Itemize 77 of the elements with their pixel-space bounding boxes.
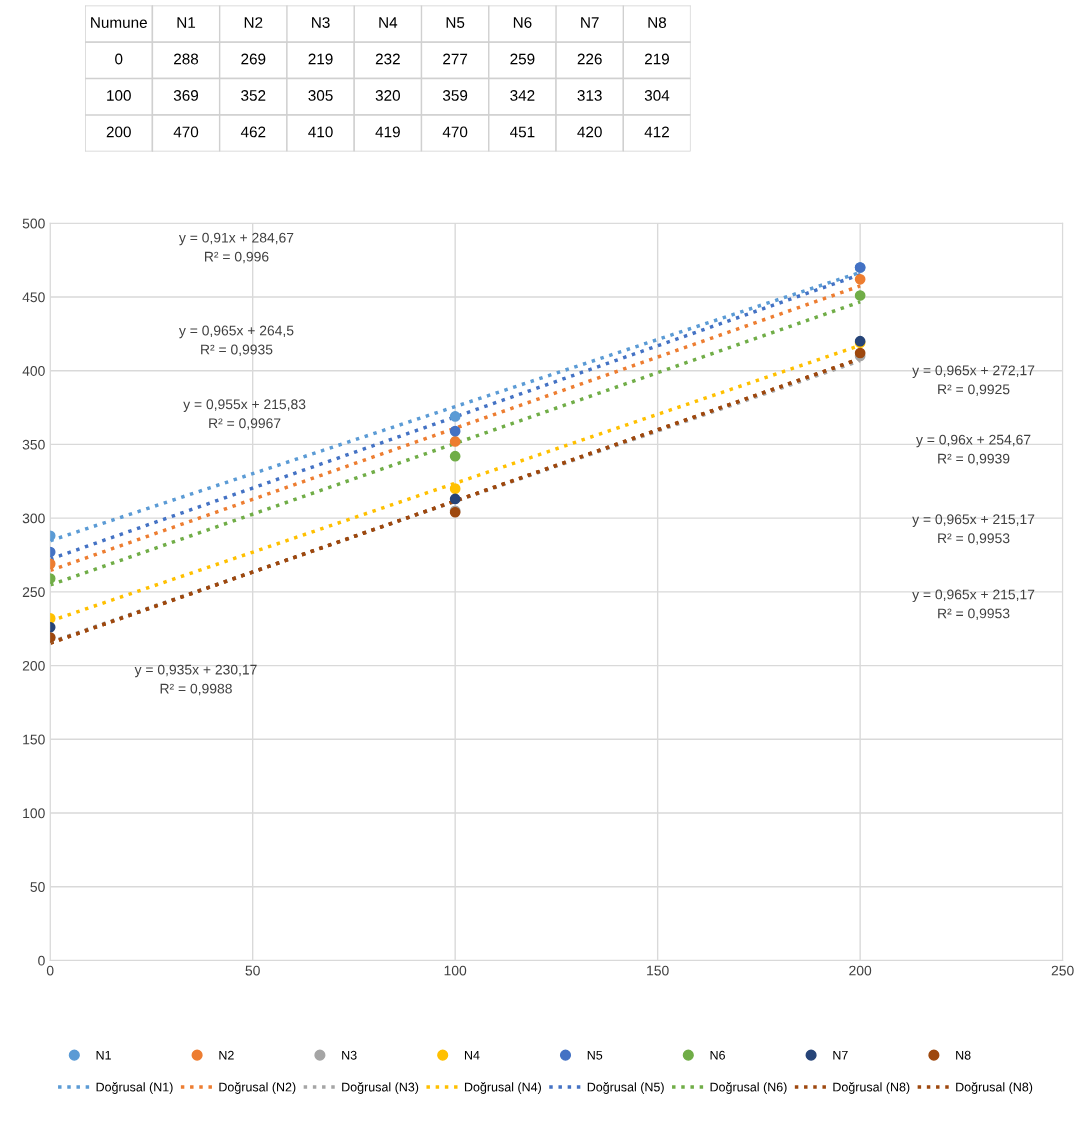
data-label: 359: [442, 90, 468, 101]
y-tick-label: 350: [22, 439, 45, 450]
data-label: 269: [241, 53, 266, 65]
x-tick-label: N8: [648, 17, 667, 28]
x-tick-label: 250: [1051, 965, 1074, 976]
data-label: 259: [510, 53, 535, 65]
x-tick-label: 100: [444, 965, 467, 976]
legend-label: Doğrusal (N1): [96, 1082, 173, 1094]
x-tick-label: N2: [244, 17, 263, 28]
data-label: 288: [174, 53, 199, 65]
y-tick-label: 250: [22, 587, 45, 598]
annotation: y = 0,965x + 264,5 R² = 0,9935: [178, 325, 294, 357]
data-label: 313: [577, 90, 602, 101]
legend-label: N7: [833, 1050, 848, 1060]
data-label: 342: [510, 90, 535, 101]
annotation: y = 0,96x + 254,67 R² = 0,9939: [916, 434, 1031, 466]
data-label: 412: [644, 126, 669, 138]
legend-label: Doğrusal (N6): [710, 1082, 787, 1094]
x-tick-label: 200: [849, 965, 872, 976]
data-label: 232: [375, 53, 400, 65]
annotation: y = 0,965x + 215,17 R² = 0,9953: [912, 514, 1035, 545]
annotation: y = 0,965x + 272,17 R² = 0,9925: [912, 365, 1035, 396]
x-tick-label: N1: [177, 17, 196, 28]
data-label: 219: [644, 53, 669, 65]
y-tick-label: 200: [22, 660, 45, 671]
data-label: 369: [173, 90, 199, 101]
data-label: 470: [173, 126, 199, 138]
y-tick-label: 0: [38, 955, 45, 966]
y-tick-label: 200: [106, 126, 131, 138]
data-label: 320: [375, 90, 400, 101]
legend-label: N5: [587, 1050, 603, 1060]
legend-label: N2: [219, 1050, 234, 1060]
x-tick-label: N5: [446, 17, 465, 28]
data-label: 419: [375, 126, 400, 138]
y-tick-label: 50: [30, 882, 45, 892]
data-label: 352: [241, 90, 266, 101]
data-label: 219: [308, 53, 333, 65]
x-tick-label: N6: [513, 17, 532, 28]
y-tick-label: 300: [22, 513, 45, 524]
x-tick-label: N3: [312, 17, 330, 28]
y-axis-title: Numune: [91, 17, 147, 28]
data-label: 410: [308, 126, 333, 138]
data-label: 420: [577, 126, 602, 138]
annotation: y = 0,935x + 230,17 R² = 0,9988: [134, 664, 257, 696]
y-tick-label: 150: [23, 734, 45, 745]
x-tick-label: N4: [379, 17, 398, 28]
y-tick-label: 100: [23, 808, 45, 819]
x-tick-label: 50: [245, 965, 260, 976]
data-label: 226: [577, 53, 602, 65]
legend-label: Doğrusal (N8): [956, 1082, 1033, 1094]
y-tick-label: 450: [22, 292, 45, 303]
data-label: 470: [442, 126, 468, 138]
x-tick-label: 150: [647, 965, 669, 976]
annotation: y = 0,91x + 284,67 R² = 0,996: [178, 232, 294, 264]
x-tick-label: 0: [46, 965, 54, 976]
data-label: 277: [443, 53, 468, 65]
data-label: 462: [240, 126, 266, 138]
legend-label: N1: [96, 1050, 111, 1060]
legend-label: N4: [464, 1050, 480, 1060]
data-label: 451: [510, 126, 535, 138]
x-tick-label: N7: [581, 17, 599, 28]
legend-label: Doğrusal (N5): [587, 1082, 664, 1094]
y-tick-label: 100: [107, 90, 131, 101]
legend-label: Doğrusal (N2): [219, 1082, 296, 1094]
data-label: 304: [644, 90, 670, 101]
legend-label: N6: [710, 1050, 725, 1060]
legend-label: N3: [342, 1050, 357, 1060]
annotation: y = 0,965x + 215,17 R² = 0,9953: [912, 589, 1035, 620]
y-tick-label: 400: [22, 366, 45, 376]
data-label: 305: [308, 90, 333, 101]
legend-label: Doğrusal (N3): [342, 1082, 419, 1094]
legend-label: Doğrusal (N8): [833, 1082, 910, 1094]
y-tick-label: 500: [22, 218, 45, 229]
legend-label: N8: [956, 1050, 971, 1060]
annotation: y = 0,955x + 215,83 R² = 0,9967: [183, 399, 306, 430]
legend-label: Doğrusal (N4): [464, 1082, 541, 1094]
y-tick-label: 0: [115, 53, 123, 65]
